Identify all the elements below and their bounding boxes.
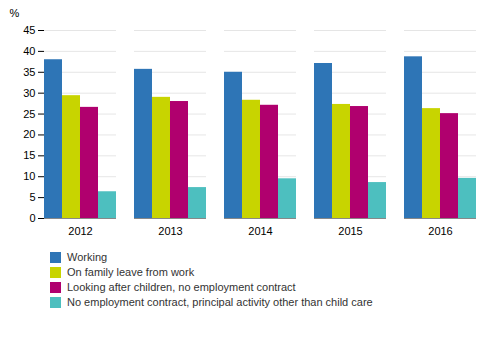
svg-text:40: 40	[23, 45, 35, 57]
svg-text:10: 10	[23, 170, 35, 182]
svg-text:45: 45	[23, 24, 35, 36]
svg-text:20: 20	[23, 128, 35, 140]
svg-text:15: 15	[23, 149, 35, 161]
html-text:On family leave from work: On family leave from work	[67, 266, 195, 278]
svg-text:2013: 2013	[158, 225, 182, 237]
svg-text:2014: 2014	[248, 225, 272, 237]
html-text:No employment contract, princi: No employment contract, principal activi…	[67, 296, 373, 308]
svg-text:%: %	[10, 7, 20, 19]
svg-text:2012: 2012	[68, 225, 92, 237]
svg-text:2016: 2016	[428, 225, 452, 237]
svg-text:0: 0	[29, 212, 35, 224]
svg-text:25: 25	[23, 108, 35, 120]
svg-text:35: 35	[23, 66, 35, 78]
html-text:Working: Working	[67, 251, 108, 263]
svg-text:5: 5	[29, 191, 35, 203]
svg-text:2015: 2015	[338, 225, 362, 237]
html-text:Looking after children, no emp: Looking after children, no employment co…	[67, 281, 296, 293]
svg-text:30: 30	[23, 87, 35, 99]
